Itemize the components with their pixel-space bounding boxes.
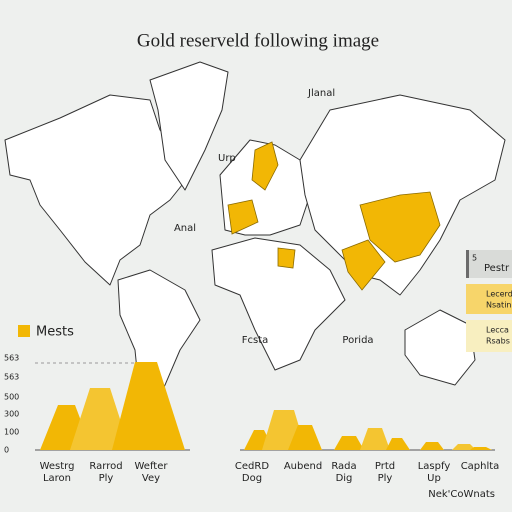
axis-label: 0 (4, 446, 9, 455)
highlight (227, 199, 259, 235)
highlight (341, 239, 386, 291)
map-label: Fcsta (242, 335, 269, 346)
peak (70, 388, 130, 450)
side-panel: 5 Pestr (466, 250, 512, 352)
map-label: Jlanal (307, 88, 335, 99)
category-label: Rarrod (89, 461, 122, 472)
peak (288, 425, 322, 450)
peak (334, 436, 364, 450)
map-label: Porida (342, 335, 373, 346)
world-map (4, 61, 506, 416)
panel-item (466, 284, 512, 314)
map-label: Anal (174, 223, 196, 234)
category-label: Up (427, 473, 441, 484)
category-label: CedRD (235, 461, 269, 472)
category-label: Dig (336, 473, 353, 484)
title: Gold reserveld following image (137, 30, 379, 51)
peak (452, 444, 476, 450)
panel-item-text: Lecca (486, 326, 509, 335)
category-label: Dog (242, 473, 262, 484)
panel-number: 5 (472, 254, 477, 263)
legend-swatch (18, 325, 30, 337)
category-label: Ply (378, 473, 393, 484)
peak (360, 428, 390, 450)
highlight (277, 247, 296, 269)
panel-item-text: Rsabs (486, 337, 510, 346)
legend-label: Mests (36, 325, 74, 340)
greenland (149, 61, 229, 191)
category-label: Aubend (284, 461, 322, 472)
right-peaks (244, 410, 492, 450)
axis-label: 563 (4, 373, 19, 382)
peak (470, 447, 492, 450)
category-label: Wefter (135, 461, 169, 472)
axis-label: 100 (4, 428, 19, 437)
category-label: Rada (331, 461, 356, 472)
north-america (4, 94, 191, 286)
panel-item (466, 320, 512, 352)
map-label: Urp (218, 153, 236, 164)
footer: Nek'CoWnats (428, 489, 495, 500)
panel-item-text: Nsatin (486, 301, 511, 310)
category-label: Laron (43, 473, 71, 484)
left-peaks (40, 362, 185, 450)
category-label: Westrg (40, 461, 75, 472)
peak (420, 442, 444, 450)
category-label: Caphlta (461, 461, 500, 472)
axis-label: 500 (4, 393, 19, 402)
highlight (359, 191, 441, 263)
africa (211, 237, 346, 371)
category-label: Prtd (375, 461, 395, 472)
panel-header-text: Pestr (484, 263, 510, 274)
category-label: Ply (99, 473, 114, 484)
axis-label: 300 (4, 410, 19, 419)
peak (112, 362, 185, 450)
highlight (251, 141, 279, 191)
axis-label: 563 (4, 354, 19, 363)
australia (404, 309, 476, 386)
peak (386, 438, 410, 450)
category-label: Laspfy (418, 461, 451, 472)
panel-edge (466, 250, 469, 278)
panel-header (468, 250, 512, 278)
category-label: Vey (142, 473, 160, 484)
panel-item-text: Lecerd (486, 290, 512, 299)
